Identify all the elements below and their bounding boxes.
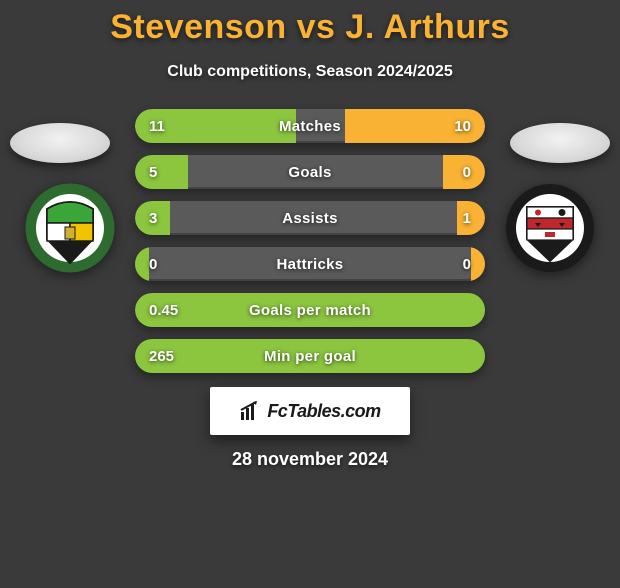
- club-badge-left: · · · · ·: [20, 183, 120, 273]
- player-avatar-right: [510, 123, 610, 163]
- stat-bar: Hattricks0 0: [135, 247, 485, 281]
- stat-bar: Matches11 10: [135, 109, 485, 143]
- stat-bar-label: Matches: [135, 109, 485, 143]
- brand-text: FcTables.com: [267, 401, 380, 422]
- brand-logo-icon: [239, 400, 261, 422]
- stat-bar-right-value: 0: [463, 155, 471, 189]
- stat-bar-right-value: 0: [463, 247, 471, 281]
- stat-bars-container: Matches1110Goals50Assists31Hattricks00Go…: [135, 109, 485, 373]
- page-subtitle: Club competitions, Season 2024/2025: [0, 63, 620, 81]
- svg-text:· · · · ·: · · · · ·: [62, 198, 79, 204]
- stat-bar-left-value: 265: [149, 339, 174, 373]
- stat-bar: Min per goal265: [135, 339, 485, 373]
- stat-bar: Goals5 0: [135, 155, 485, 189]
- club-crest-left-icon: · · · · ·: [25, 183, 115, 273]
- stat-bar-label: Min per goal: [135, 339, 485, 373]
- club-badge-right: [500, 183, 600, 273]
- stat-bar-left-value: 0: [149, 247, 157, 281]
- stat-bar: Assists3 1: [135, 201, 485, 235]
- stat-bar-right-value: 1: [463, 201, 471, 235]
- club-crest-right-icon: [505, 183, 595, 273]
- stat-bar-left-value: 5: [149, 155, 157, 189]
- stat-bar-right-value: 10: [454, 109, 471, 143]
- stat-bar-left-value: 3: [149, 201, 157, 235]
- comparison-date: 28 november 2024: [0, 449, 620, 470]
- stat-bar-label: Goals per match: [135, 293, 485, 327]
- page-title: Stevenson vs J. Arthurs: [0, 8, 620, 47]
- stat-bar-label: Assists: [135, 201, 485, 235]
- stat-bar-left-value: 11: [149, 109, 165, 143]
- stat-bar-label: Goals: [135, 155, 485, 189]
- stat-bar: Goals per match0.45: [135, 293, 485, 327]
- stat-bar-left-value: 0.45: [149, 293, 178, 327]
- stat-bar-label: Hattricks: [135, 247, 485, 281]
- brand-box[interactable]: FcTables.com: [210, 387, 410, 435]
- player-avatar-left: [10, 123, 110, 163]
